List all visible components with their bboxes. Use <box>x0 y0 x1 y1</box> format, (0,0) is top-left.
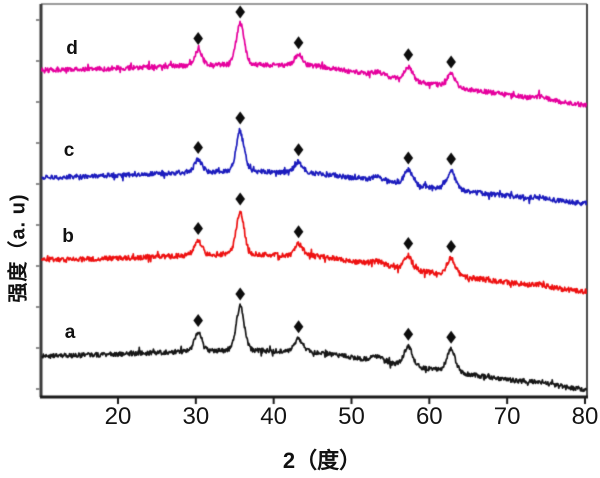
x-tick-label: 20 <box>104 403 132 430</box>
x-tick-label: 80 <box>571 403 599 430</box>
curve-label-d: d <box>66 38 78 59</box>
curve-label-c: c <box>63 140 75 161</box>
x-tick-label: 60 <box>415 403 443 430</box>
x-tick-label: 70 <box>493 403 521 430</box>
curve-label-a: a <box>64 322 76 343</box>
x-tick-label: 50 <box>338 403 365 430</box>
y-axis-label: 强度（a. u) <box>7 193 30 303</box>
x-axis-label: 2（度） <box>282 448 362 473</box>
x-tick-label: 40 <box>260 403 288 430</box>
curve-label-b: b <box>62 226 74 247</box>
x-tick-label: 30 <box>182 403 210 430</box>
